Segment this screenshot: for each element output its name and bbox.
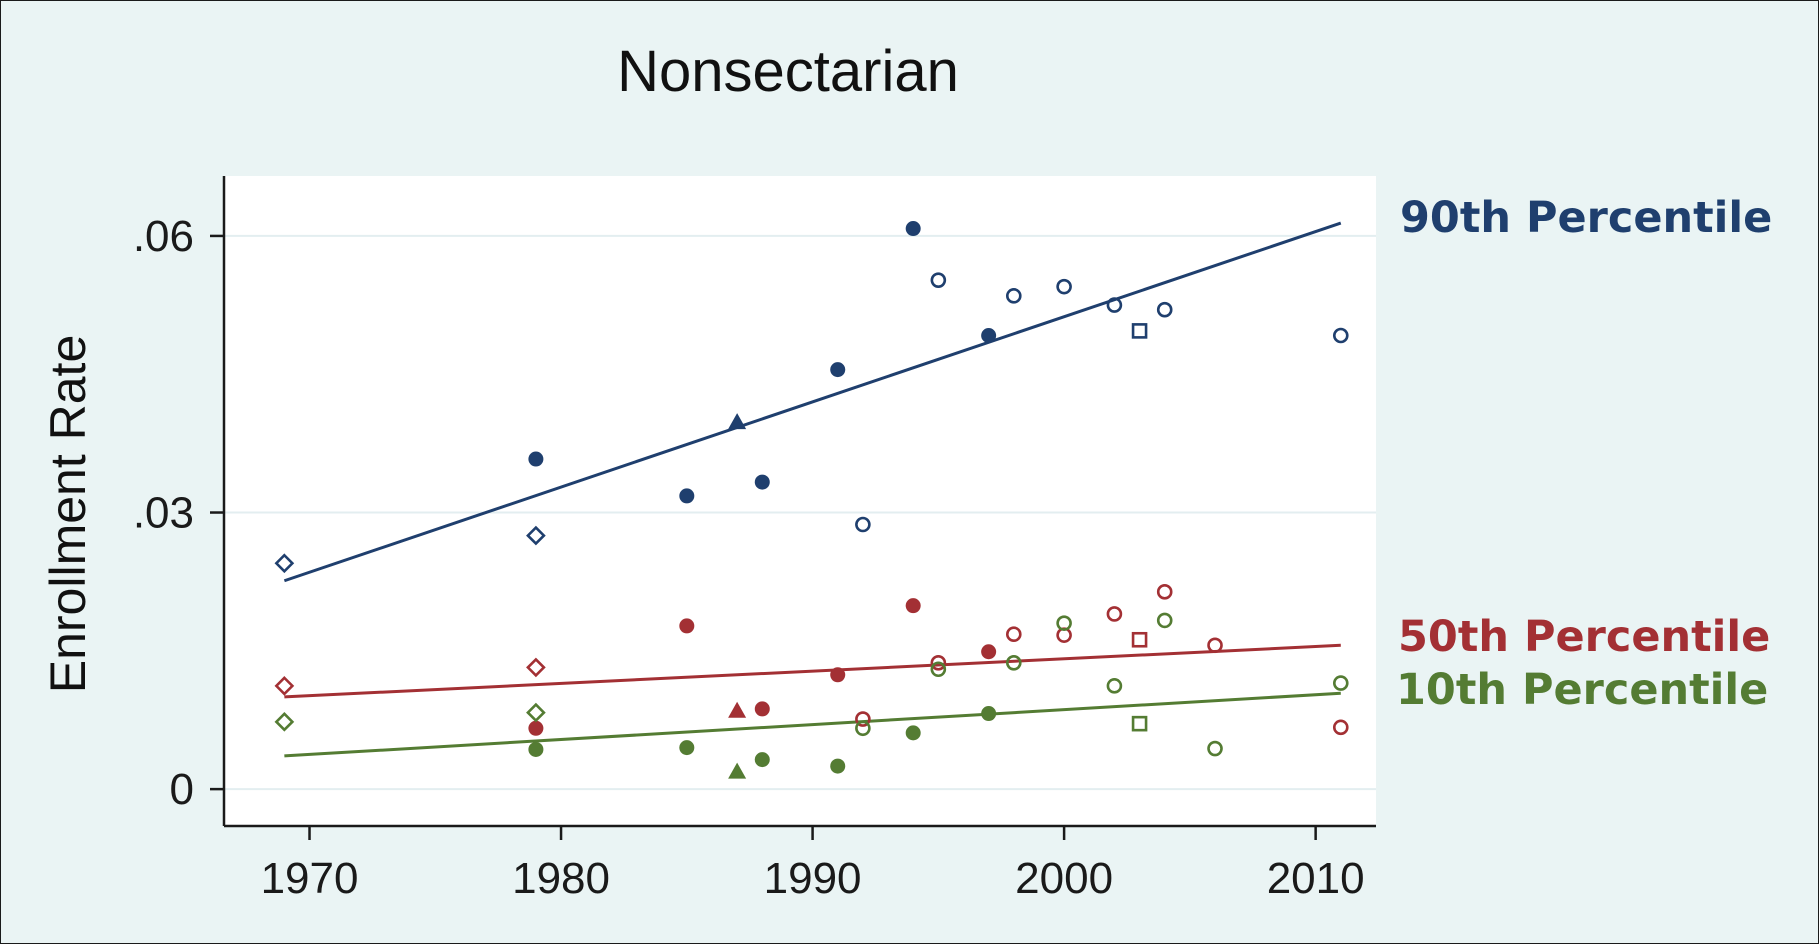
data-point-series-1 bbox=[905, 598, 921, 614]
data-point-series-0 bbox=[855, 516, 871, 533]
y-tick-label: 0 bbox=[170, 765, 194, 814]
x-tick-label: 1990 bbox=[764, 854, 862, 903]
axes bbox=[222, 176, 1376, 828]
data-point-series-2 bbox=[679, 740, 695, 756]
data-point-series-1 bbox=[754, 701, 770, 717]
data-point-series-0 bbox=[1005, 288, 1022, 304]
data-point-series-1 bbox=[855, 711, 871, 727]
data-point-series-1 bbox=[1332, 719, 1349, 736]
x-tick-label: 2000 bbox=[1015, 854, 1113, 903]
data-point-series-2 bbox=[1332, 675, 1349, 691]
data-point-series-0 bbox=[830, 362, 846, 378]
data-point-series-0 bbox=[1131, 323, 1148, 339]
data-point-series-1 bbox=[679, 618, 695, 634]
data-point-series-0 bbox=[526, 525, 546, 546]
y-axis-label: Enrollment Rate bbox=[40, 335, 96, 694]
series-label-90th: 90th Percentile bbox=[1400, 193, 1772, 243]
data-point-series-2 bbox=[981, 706, 997, 722]
x-axis-ticks: 1970 1980 1990 2000 2010 bbox=[261, 826, 1365, 903]
data-point-series-1 bbox=[1005, 626, 1022, 643]
data-point-series-0 bbox=[679, 488, 695, 504]
data-point-series-0 bbox=[274, 553, 295, 574]
data-point-series-2 bbox=[855, 720, 871, 737]
data-point-series-1 bbox=[930, 655, 947, 671]
data-point-series-0 bbox=[905, 221, 921, 237]
data-point-series-0 bbox=[1156, 301, 1173, 318]
data-point-series-1 bbox=[1156, 584, 1173, 600]
fit-lines bbox=[283, 221, 1342, 758]
series-label-10th: 10th Percentile bbox=[1396, 665, 1768, 715]
data-point-series-1 bbox=[981, 644, 997, 660]
data-point-series-1 bbox=[1106, 606, 1123, 622]
data-point-series-2 bbox=[830, 758, 846, 774]
data-point-series-0 bbox=[1056, 278, 1072, 295]
data-point-series-1 bbox=[526, 657, 546, 678]
data-point-series-2 bbox=[528, 741, 544, 757]
x-tick-label: 1970 bbox=[261, 854, 359, 903]
y-tick-label: .06 bbox=[133, 212, 194, 261]
fit-line-series-0 bbox=[283, 221, 1342, 583]
data-point-series-1 bbox=[1131, 631, 1148, 648]
fit-line-series-1 bbox=[284, 643, 1341, 699]
data-point-series-2 bbox=[1056, 615, 1072, 631]
data-point-series-2 bbox=[1131, 715, 1148, 732]
data-point-series-1 bbox=[528, 720, 544, 736]
data-point-series-1 bbox=[728, 701, 747, 718]
chart-title: Nonsectarian bbox=[617, 39, 959, 104]
gridlines bbox=[224, 234, 1376, 791]
x-tick-label: 2010 bbox=[1267, 854, 1365, 903]
data-point-series-0 bbox=[981, 328, 997, 344]
data-point-series-2 bbox=[728, 762, 747, 779]
data-point-series-2 bbox=[930, 661, 947, 678]
plot-area bbox=[224, 176, 1376, 826]
data-point-series-0 bbox=[528, 451, 544, 467]
fit-line-series-2 bbox=[284, 691, 1341, 758]
data-point-series-0 bbox=[728, 413, 747, 430]
data-point-series-1 bbox=[274, 676, 295, 696]
data-point-series-2 bbox=[1156, 612, 1173, 629]
data-point-series-2 bbox=[1106, 678, 1123, 694]
data-point-series-2 bbox=[1005, 655, 1022, 671]
data-point-series-0 bbox=[754, 474, 770, 490]
data-point-series-0 bbox=[1332, 327, 1349, 344]
data-point-series-2 bbox=[905, 725, 921, 741]
data-points bbox=[274, 221, 1349, 779]
x-tick-label: 1980 bbox=[512, 854, 610, 903]
y-axis-ticks: 0 .03 .06 bbox=[133, 212, 224, 814]
series-label-50th: 50th Percentile bbox=[1398, 612, 1770, 662]
data-point-series-0 bbox=[1106, 297, 1123, 313]
data-point-series-2 bbox=[274, 711, 295, 732]
y-tick-label: .03 bbox=[133, 489, 194, 538]
data-point-series-1 bbox=[830, 667, 846, 683]
data-point-series-1 bbox=[1207, 637, 1223, 654]
data-point-series-2 bbox=[754, 752, 770, 768]
data-point-series-2 bbox=[1207, 740, 1223, 757]
data-point-series-0 bbox=[930, 272, 947, 288]
data-point-series-2 bbox=[526, 702, 546, 723]
